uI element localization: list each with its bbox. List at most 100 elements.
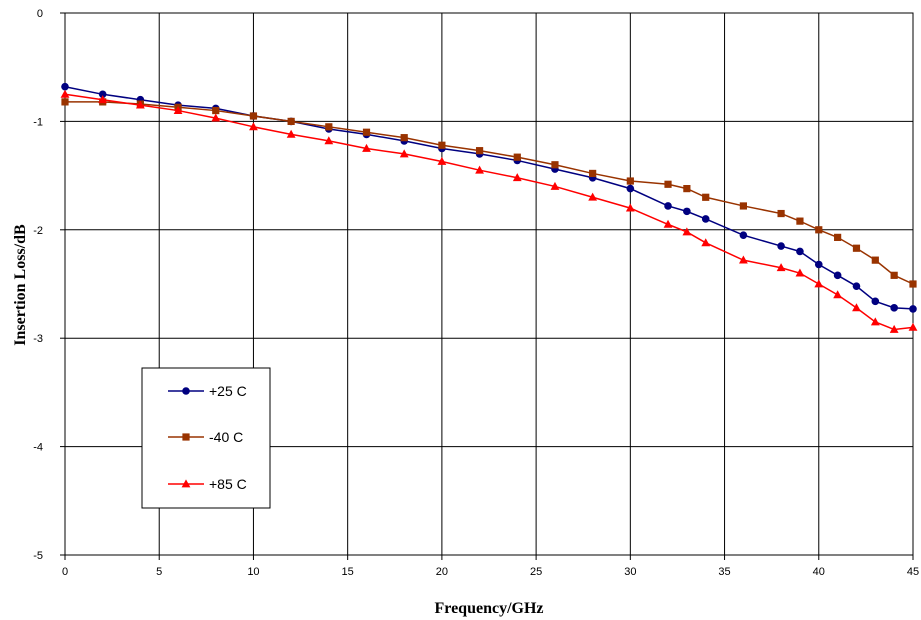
data-point <box>908 322 918 331</box>
data-point <box>701 215 710 223</box>
data-point <box>739 202 747 210</box>
legend-marker <box>181 479 191 488</box>
data-point <box>400 134 408 142</box>
data-point <box>98 95 108 104</box>
data-point <box>626 184 635 193</box>
data-point <box>796 247 804 256</box>
data-point <box>475 165 484 174</box>
legend-marker <box>182 387 190 395</box>
data-point <box>325 123 333 131</box>
data-point <box>871 297 880 306</box>
data-point <box>626 177 634 185</box>
legend-marker <box>182 433 190 441</box>
data-point <box>135 100 145 109</box>
legend-box <box>141 367 271 509</box>
data-point <box>909 280 917 288</box>
x-tick-label: 20 <box>436 566 448 578</box>
data-point <box>589 169 597 178</box>
data-point <box>776 263 786 272</box>
data-point <box>909 305 917 313</box>
series-circle <box>61 82 917 313</box>
data-point <box>513 153 521 161</box>
data-point <box>437 156 447 165</box>
y-axis-title: Insertion Loss/dB <box>12 224 29 346</box>
data-point <box>683 185 691 193</box>
legend-label: -40 C <box>209 429 243 445</box>
x-tick-label: 5 <box>156 566 162 578</box>
legend-item: +25 C <box>168 383 247 399</box>
axis-ticks: 0 5 10 15 20 25 30 35 40 45 0 -1 -2 -3 -4 -5 <box>33 8 919 578</box>
y-tick-label: -2 <box>33 225 43 237</box>
data-point <box>796 217 804 225</box>
data-point <box>287 117 295 125</box>
series-line <box>65 101 914 285</box>
y-tick-label: 0 <box>37 8 43 20</box>
series-line <box>64 85 914 310</box>
x-tick-label: 15 <box>342 566 354 578</box>
series-square <box>61 98 917 288</box>
data-point <box>98 90 107 99</box>
legend-item: +85 C <box>168 476 247 492</box>
data-point <box>324 136 334 145</box>
x-tick-label: 25 <box>530 566 542 578</box>
x-tick-label: 10 <box>247 566 259 578</box>
legend-label: +25 C <box>209 383 247 399</box>
data-point <box>438 141 446 149</box>
data-point <box>871 256 879 264</box>
data-point <box>777 242 785 250</box>
series-line <box>64 93 914 331</box>
data-point <box>249 122 258 131</box>
y-tick-label: -4 <box>33 442 43 454</box>
data-point <box>739 231 748 240</box>
data-point <box>852 244 861 252</box>
data-point <box>286 129 296 138</box>
data-point <box>834 233 842 241</box>
data-point <box>249 112 258 120</box>
data-point <box>362 143 371 152</box>
data-point <box>211 113 221 122</box>
series-layer <box>60 82 918 333</box>
data-point <box>833 290 843 299</box>
legend: +25 C -40 C +85 C <box>141 367 271 509</box>
data-point <box>815 226 823 234</box>
data-point <box>701 238 711 247</box>
x-tick-label: 35 <box>718 566 730 578</box>
data-point <box>889 324 899 333</box>
data-point <box>739 255 748 264</box>
data-point <box>682 227 692 236</box>
x-tick-label: 30 <box>624 566 636 578</box>
data-point <box>890 304 898 312</box>
data-point <box>399 149 409 158</box>
y-tick-label: -1 <box>33 116 43 128</box>
data-point <box>852 282 861 290</box>
data-point <box>61 98 69 106</box>
data-point <box>61 82 69 91</box>
data-point <box>512 173 522 182</box>
series-triangle <box>60 89 918 333</box>
data-point <box>890 271 898 279</box>
data-point <box>702 193 710 201</box>
data-point <box>588 192 598 201</box>
data-point <box>664 180 672 188</box>
data-point <box>362 128 371 136</box>
y-tick-label: -3 <box>33 333 43 345</box>
x-tick-label: 0 <box>62 566 68 578</box>
data-point <box>683 207 691 216</box>
y-tick-label: -5 <box>33 550 43 562</box>
data-point <box>814 279 824 288</box>
data-point <box>852 303 861 312</box>
data-point <box>664 202 672 210</box>
data-point <box>173 105 183 114</box>
data-point <box>870 317 880 326</box>
legend-label: +85 C <box>209 476 247 492</box>
x-axis-title: Frequency/GHz <box>434 600 543 617</box>
data-point <box>551 161 559 169</box>
data-point <box>625 203 635 212</box>
data-point <box>777 209 785 218</box>
x-tick-label: 45 <box>907 566 919 578</box>
data-point <box>550 181 560 190</box>
data-point <box>814 260 823 269</box>
data-point <box>795 268 805 277</box>
data-point <box>475 147 484 155</box>
